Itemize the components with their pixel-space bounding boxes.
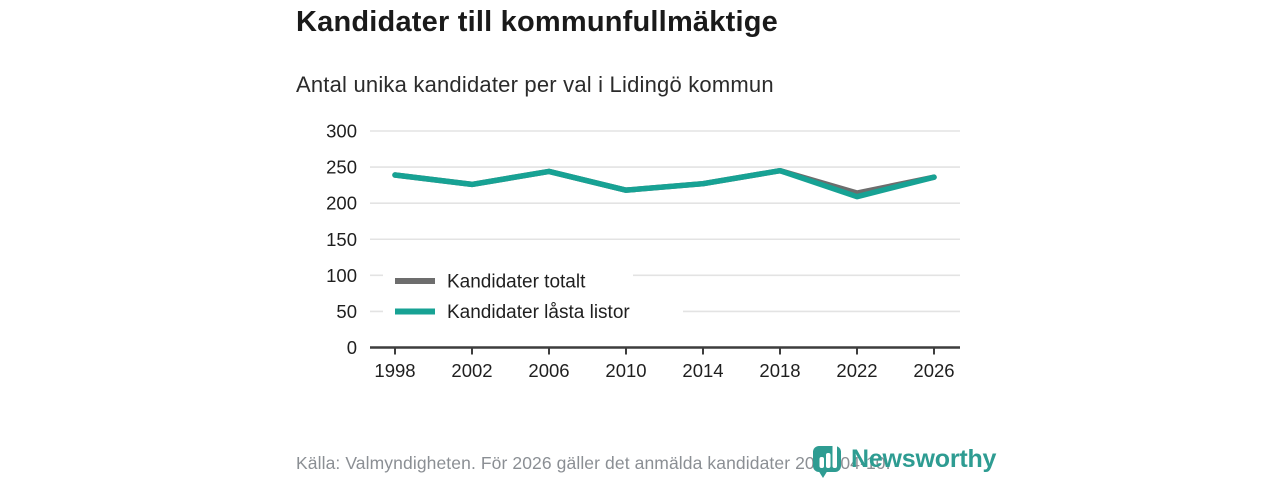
x-tick-label: 2018 xyxy=(759,360,800,381)
y-tick-label: 0 xyxy=(347,337,357,358)
y-tick-label: 250 xyxy=(326,157,357,178)
x-tick-label: 2014 xyxy=(682,360,723,381)
y-tick-label: 200 xyxy=(326,193,357,214)
chart-title: Kandidater till kommunfullmäktige xyxy=(296,6,778,38)
line-chart: 0 50 100 150 200 250 300 1998 2002 2006 2010 2014 20… xyxy=(326,121,960,381)
x-tick-label: 2002 xyxy=(451,360,492,381)
y-tick-label: 150 xyxy=(326,229,357,250)
x-tick-label: 2026 xyxy=(913,360,954,381)
source-note: Källa: Valmyndigheten. För 2026 gäller d… xyxy=(296,453,891,473)
x-tick-label: 2006 xyxy=(528,360,569,381)
x-tick-label: 2010 xyxy=(605,360,646,381)
chart-subtitle: Antal unika kandidater per val i Lidingö… xyxy=(296,72,774,97)
y-tick-label: 50 xyxy=(336,301,357,322)
x-tick-label: 2022 xyxy=(836,360,877,381)
series-line-locked xyxy=(392,167,937,200)
newsworthy-wordmark: Newsworthy xyxy=(851,444,997,473)
x-tick-label: 1998 xyxy=(374,360,415,381)
newsworthy-logo[interactable]: Newsworthy xyxy=(812,440,996,478)
y-tick-label: 300 xyxy=(326,121,357,142)
bar-chart-speech-bubble-icon xyxy=(813,443,841,478)
legend-label: Kandidater totalt xyxy=(447,272,586,293)
legend-label: Kandidater låsta listor xyxy=(447,302,630,323)
y-tick-label: 100 xyxy=(326,265,357,286)
